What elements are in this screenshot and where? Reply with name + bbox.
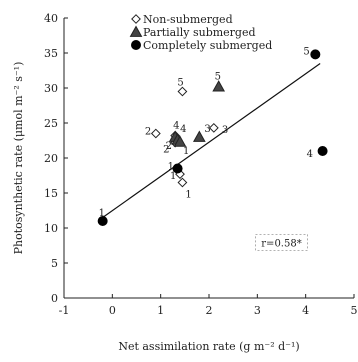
point-label: 4	[173, 121, 179, 132]
x-tick-label: 1	[157, 304, 164, 317]
data-point	[212, 80, 226, 92]
point-label: 1	[170, 171, 176, 182]
legend-label: Partially submerged	[143, 26, 256, 39]
y-tick-label: 35	[44, 47, 58, 60]
y-tick-label: 10	[44, 222, 58, 235]
data-point	[192, 130, 206, 142]
legend-marker	[131, 14, 141, 24]
point-label: 3	[222, 125, 228, 136]
point-label: 2	[166, 141, 172, 152]
trendline-group	[102, 63, 321, 218]
x-tick-label: 4	[302, 304, 309, 317]
annotation-box	[255, 233, 308, 251]
x-tick-label: -1	[59, 304, 70, 317]
data-point	[208, 122, 219, 133]
data-point	[150, 128, 161, 139]
x-tick-label: 2	[206, 304, 213, 317]
point-label: 5	[215, 72, 221, 83]
x-tick-label: 0	[109, 304, 116, 317]
point-label: 3	[204, 124, 210, 135]
point-label: 2	[145, 127, 151, 138]
data-point	[172, 163, 183, 174]
point-label: 4	[180, 124, 186, 135]
point-label: 2	[163, 145, 169, 156]
data-point	[97, 216, 108, 226]
annotation-group: r=0.58*	[255, 233, 308, 251]
point-label: 1	[99, 208, 105, 219]
x-axis-title: Net assimilation rate (g m⁻² d⁻¹)	[118, 340, 299, 353]
y-tick-label: 30	[44, 82, 58, 95]
point-label: 5	[303, 46, 309, 57]
y-axis-title: Photosynthetic rate (μmol m⁻² s⁻¹)	[12, 62, 25, 255]
x-tick-label: 5	[351, 304, 358, 317]
legend-label: Completely submerged	[143, 39, 272, 52]
point-label: 5	[177, 78, 183, 89]
point-label: 4	[307, 149, 313, 160]
y-tick-label: 40	[44, 12, 58, 25]
data-point	[173, 135, 187, 147]
trendline	[102, 63, 321, 218]
legend-label: Non-submerged	[143, 13, 233, 26]
data-point	[310, 49, 321, 60]
y-tick-label: 25	[44, 117, 58, 130]
y-tick-label: 5	[51, 257, 58, 270]
y-tick-label: 0	[51, 292, 58, 305]
data-point	[177, 177, 188, 188]
data-point	[317, 146, 328, 156]
legend-marker	[131, 40, 141, 50]
point-label: 1	[183, 146, 189, 157]
point-label: 1	[168, 162, 174, 173]
point-label: 1	[185, 190, 191, 201]
data-point	[177, 86, 188, 97]
x-tick-label: 3	[254, 304, 261, 317]
legend-marker	[129, 25, 143, 37]
y-tick-label: 15	[44, 187, 58, 200]
y-tick-label: 20	[44, 152, 58, 165]
annotation-text: r=0.58*	[261, 238, 301, 249]
